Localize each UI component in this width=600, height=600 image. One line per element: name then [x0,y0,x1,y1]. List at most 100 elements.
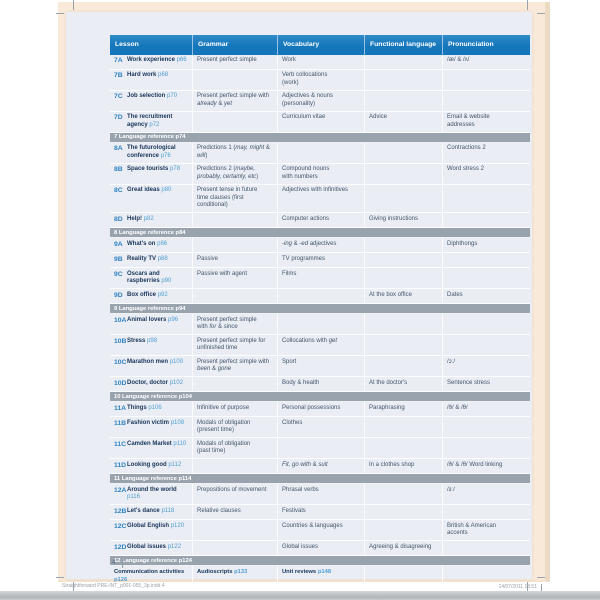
lesson-row: 7D The recruitment agency p72 Curriculum v… [110,111,530,133]
page-reference: p72 [149,121,160,128]
grammar-cell [193,238,278,253]
lesson-title-page: Marathon men p100 [127,359,183,374]
crop-mark [73,582,74,592]
lesson-row: 12C Global English p120 Countries & langua… [110,520,530,542]
functional-language-cell [365,253,443,268]
lesson-row: 10D Doctor, doctor p102 Body & health At th… [110,377,530,393]
vocabulary-cell: Countries & languages [278,520,365,541]
end-matter-label: Communication activities [114,569,185,576]
functional-language-cell [365,69,443,90]
pronunciation-cell: /æ/ & /ʌ/ [447,57,470,64]
page-reference: p102 [169,379,184,386]
page-reference: p126 [114,576,128,583]
lesson-code: 12C [114,522,127,530]
vocabulary-cell: Global issues [278,541,365,556]
print-timestamp: 14/07/2011 18:51 [498,584,537,590]
functional-language-cell [365,268,443,289]
lesson-title: Box office [127,291,157,298]
functional-language-cell: Giving instructions [365,213,443,228]
page-reference: p78 [170,166,181,173]
grammar-cell: Passive [193,253,278,268]
column-header: Pronunciation [443,35,530,55]
functional-language-cell [365,184,443,213]
lesson-title-page: Looking good p112 [127,462,181,471]
lesson-code: 11A [114,404,127,412]
lesson-title: Job selection [127,93,166,100]
lesson-code: 9A [114,240,123,248]
pronunciation-cell [443,505,530,519]
end-matter-cell [365,566,443,587]
pronunciation-cell [443,541,530,555]
page-reference: p148 [317,569,332,576]
lesson-row: 10B Stress p98 Present perfect simple for u… [110,335,530,357]
page-reference: p106 [148,404,162,411]
lesson-title-page: Space tourists p78 [127,166,180,181]
lesson-row: 12A Around the world p116 Prepositions of … [110,484,530,506]
grammar-cell [193,520,278,541]
grammar-cell [193,541,278,556]
lesson-title-page: Let's dance p118 [127,508,174,517]
functional-language-cell: Paraphrasing [365,402,443,417]
lesson-code: 10D [114,379,127,387]
lesson-title: What's on [127,240,156,247]
lesson-title-page: Around the world p116 [127,487,189,502]
column-header: Grammar [193,35,278,55]
lesson-title-page: Fashion victim p108 [127,420,184,435]
pronunciation-cell [443,213,530,227]
end-matter-cell: Communication activities p126 [110,566,193,587]
page-reference: p110 [173,440,187,447]
table-body: 7A Work experience p66 Present perfect sim… [110,54,530,588]
lesson-title: Great ideas [127,187,160,194]
pronunciation-cell: Word stress 2 [447,166,484,173]
lesson-title-page: Work experience p66 [127,57,187,66]
grammar-cell: Present perfect simple with already & yet [193,90,278,111]
lesson-row: 11A Things p106 Infinitive of purpose Perso… [110,402,530,418]
functional-language-cell [365,142,443,163]
grammar-cell: Prepositions of movement [193,484,278,505]
lesson-row: 7B Hard work p68 Verb collocations (work) [110,69,530,91]
crop-mark [56,13,64,14]
vocabulary-cell [278,438,365,459]
crop-mark [527,582,528,592]
lesson-row: 7C Job selection p70 Present perfect simpl… [110,90,530,112]
lesson-row: 9A What's on p86 -ing & -ed adjectives Diph… [110,238,530,254]
lesson-code: 11C [114,440,127,448]
crop-mark [56,577,64,578]
lesson-cell: 7C Job selection p70 [110,90,193,111]
pronunciation-cell [443,268,530,288]
page-reference: p90 [161,278,172,285]
lesson-cell: 10C Marathon men p100 [110,356,193,377]
lesson-row: 11D Looking good p112 Fit, go with & suit I… [110,459,530,475]
crop-mark [527,0,528,10]
lesson-code: 12D [114,543,127,551]
vocabulary-cell: Festivals [278,505,365,520]
lesson-title: Oscars and raspberries [127,270,160,285]
lesson-cell: 11B Fashion victim p108 [110,417,193,438]
vocabulary-cell: Adjectives & nouns (personality) [278,90,365,111]
lesson-row: 11C Camden Market p110 Modals of obligatio… [110,438,530,460]
lesson-code: 8A [114,145,123,153]
grammar-cell: Modals of obligation (present time) [193,417,278,438]
lesson-code: 8D [114,215,123,223]
pronunciation-cell [443,185,530,213]
lesson-title: Global issues [127,543,167,550]
crop-mark [537,13,545,14]
functional-language-cell: At the doctor's [365,377,443,392]
lesson-cell: 11C Camden Market p110 [110,438,193,459]
language-reference-bar: 8 Language reference p84 [110,228,530,239]
functional-language-cell [365,335,443,356]
lesson-title-page: Great ideas p80 [127,187,171,210]
grammar-cell: Present perfect simple for unfinished tim… [193,335,278,356]
functional-language-cell [365,163,443,184]
grammar-cell: Present perfect simple with been & gone [193,356,278,377]
column-header: Lesson [110,35,193,55]
page-reference: p92 [157,291,168,298]
page-reference: p116 [127,494,140,501]
functional-language-cell [365,484,443,505]
grammar-cell: Present perfect simple [193,54,278,69]
folio: 4 [112,556,123,568]
lesson-code: 7B [114,72,123,80]
lesson-cell: 12C Global English p120 [110,520,193,541]
print-filename: Straightforward PRE-INT_p001-055_3p.indd… [62,583,165,589]
